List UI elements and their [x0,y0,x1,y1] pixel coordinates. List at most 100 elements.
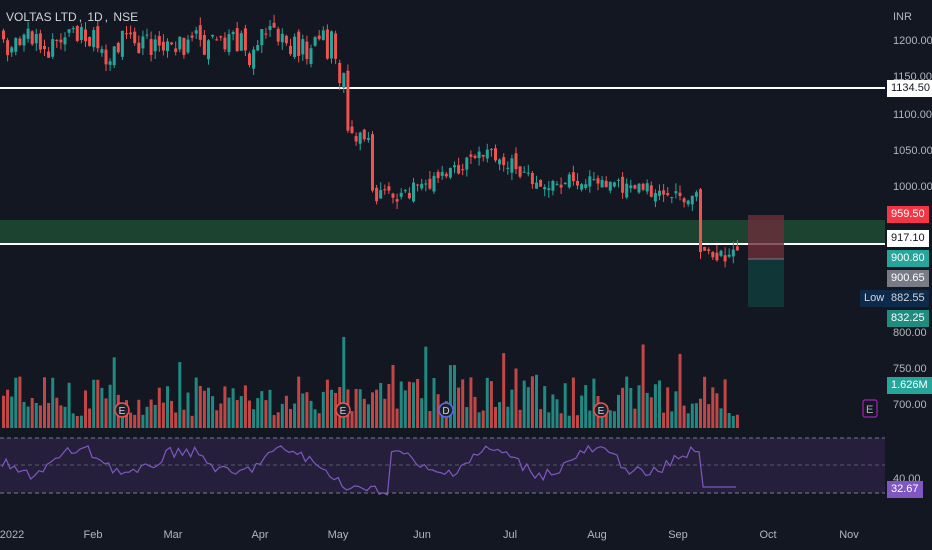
candle-body [690,195,694,205]
candle-body [514,153,518,170]
volume-bar [383,398,387,428]
volume-bar [182,409,186,428]
earnings-event-marker[interactable]: E [335,402,351,418]
candle-body [604,180,608,188]
volume-bar [186,392,190,428]
candle-body [317,35,321,40]
candle-body [481,154,485,157]
event-marker-shape [335,402,351,418]
candle-body [260,29,264,46]
price-tick-label: 1050.00 [893,145,932,157]
position-stop-zone[interactable] [748,215,784,259]
volume-bar [239,396,243,428]
last-price-tag[interactable]: 900.80 [887,250,929,267]
candle-body [22,34,26,46]
volume-bar [379,382,383,428]
candle-body [170,42,174,45]
candle-body [510,158,514,173]
candle-body [43,45,46,50]
volume-bar [22,401,26,428]
position-target-zone[interactable] [748,259,784,307]
candle-body [211,34,215,37]
volume-bar [395,408,399,428]
volume-bar [485,377,489,428]
volume-tag[interactable]: 1.626M [887,377,932,394]
stop-price-tag[interactable]: 959.50 [887,206,929,223]
volume-bar [580,395,584,428]
candle-body [248,53,251,66]
volume-bar [694,403,698,428]
candle-body [444,173,448,177]
candle-body [301,39,305,55]
candle-body [321,30,325,41]
volume-bar [38,405,42,428]
candle-body [10,47,14,53]
symbol-title[interactable]: VOLTAS LTD, 1D, NSE [6,10,139,24]
candle-body [596,178,600,184]
time-axis[interactable]: 2022 Feb Mar Apr May Jun Jul Aug Sep Oct Nov [0,529,859,541]
support-line-price-tag[interactable]: 917.10 [887,230,929,247]
volume-bar [440,406,444,428]
volume-bar [129,412,133,428]
candle-body [600,179,604,188]
earnings-event-marker[interactable]: E [114,402,130,418]
demand-zone[interactable] [0,220,885,244]
volume-bar [207,387,210,428]
candle-body [88,37,92,47]
candle-body [145,34,149,36]
candle-body [428,178,432,189]
candle-body [399,192,403,197]
candle-body [92,30,96,48]
candle-body [243,28,247,51]
volume-bar [448,365,452,428]
volume-bar [366,404,370,428]
candle-body [576,180,579,186]
symbol-name: VOLTAS LTD [6,10,77,24]
resistance-line-price-tag[interactable]: 1134.50 [887,80,932,97]
event-marker-label: E [119,406,126,417]
candle-body [67,29,71,33]
candle-body [362,129,366,140]
time-tick-label: Jun [413,529,431,541]
volume-bar [215,410,219,428]
candle-body [457,165,461,174]
volume-bar [309,400,313,428]
volume-bar [473,396,477,428]
candle-body [703,246,707,251]
candle-body [112,46,116,66]
volume-bar [715,393,719,428]
volume-bar [699,398,702,428]
volume-bar [481,410,485,428]
volume-bar [428,411,432,428]
candle-body [75,26,79,41]
earnings-event-marker[interactable]: E [593,402,609,418]
volume-bar [47,403,51,428]
candle-body [116,42,120,53]
earnings-event-marker[interactable]: D [438,402,454,418]
candle-body [707,249,711,251]
event-marker-label: E [340,406,347,417]
candle-body [305,41,309,59]
candle-body [190,35,194,38]
volume-bar [297,376,301,428]
low-price-tag[interactable]: 882.55 [887,290,929,307]
candle-body [551,180,555,191]
candle-body [621,176,625,193]
volume-bar [202,390,206,428]
candle-body [498,159,502,165]
candle-body [379,190,383,199]
candle-body [354,136,358,142]
axis-event-marker[interactable] [862,399,878,418]
volume-bar [510,389,514,428]
entry-price-tag[interactable]: 900.65 [887,270,929,287]
target-price-tag[interactable]: 832.25 [887,310,929,327]
volume-bar [539,409,543,428]
volume-bar [535,374,538,428]
candle-body [617,179,620,181]
rsi-value-tag[interactable]: 32.67 [887,481,923,498]
volume-bar [350,411,354,428]
candle-body [682,198,686,203]
candle-body [412,182,415,202]
